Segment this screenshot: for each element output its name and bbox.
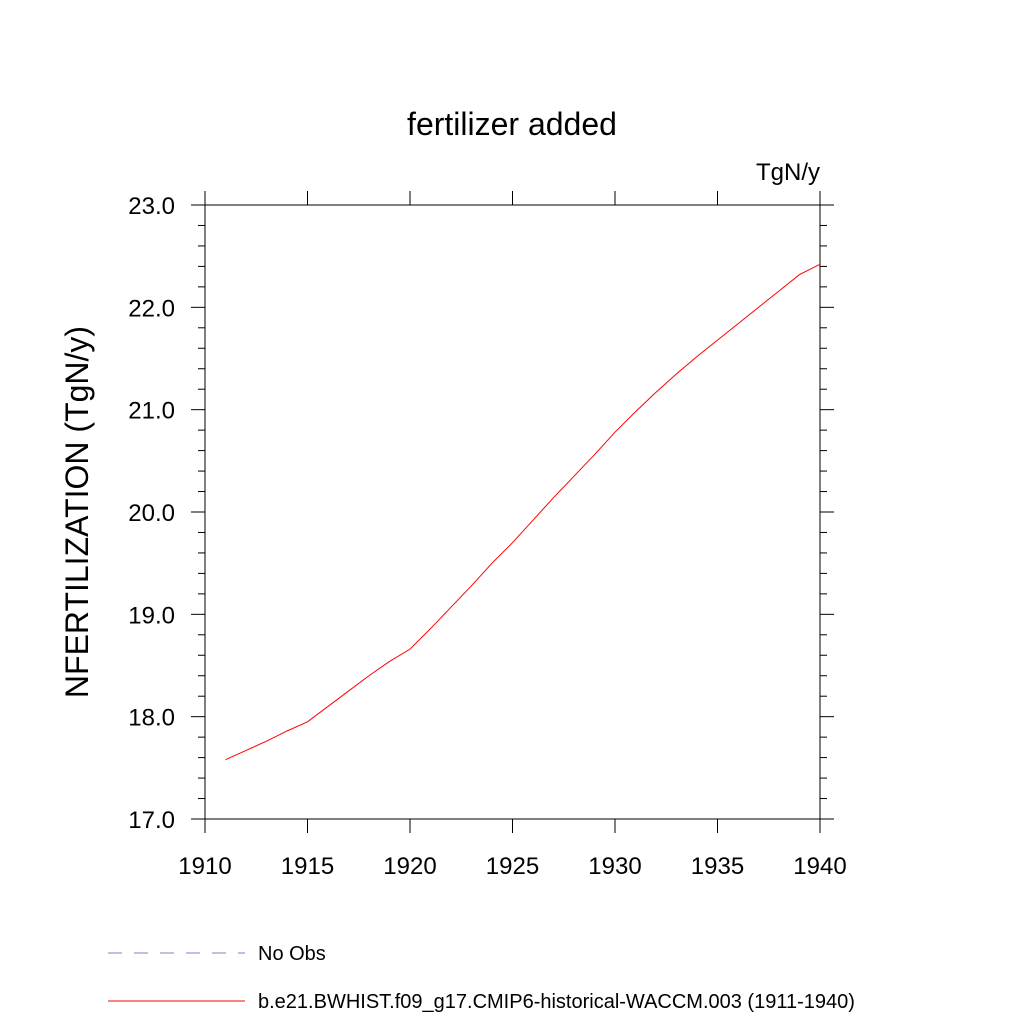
x-tick-labels: 1910 1915 1920 1925 1930 1935 1940	[178, 853, 846, 880]
legend-label-no-obs: No Obs	[258, 943, 326, 965]
x-tick-label: 1940	[793, 853, 846, 880]
y-tick-label: 23.0	[128, 193, 175, 220]
series-line	[225, 263, 821, 761]
y-tick-label: 17.0	[128, 807, 175, 834]
y-tick-labels: 17.0 18.0 19.0 20.0 21.0 22.0 23.0	[128, 193, 175, 834]
x-tick-label: 1910	[178, 853, 231, 880]
legend: No Obs b.e21.BWHIST.f09_g17.CMIP6-histor…	[108, 943, 855, 1013]
y-tick-label: 19.0	[128, 602, 175, 629]
y-tick-label: 22.0	[128, 295, 175, 322]
units-label: TgN/y	[756, 159, 820, 186]
y-tick-label: 20.0	[128, 500, 175, 527]
y-axis-label: NFERTILIZATION (TgN/y)	[59, 326, 95, 698]
chart-title: fertilizer added	[407, 106, 617, 142]
y-tick-label: 18.0	[128, 705, 175, 732]
y-tick-label: 21.0	[128, 398, 175, 425]
legend-label-series: b.e21.BWHIST.f09_g17.CMIP6-historical-WA…	[258, 991, 855, 1013]
x-tick-label: 1930	[588, 853, 641, 880]
x-tick-label: 1915	[281, 853, 334, 880]
series-group	[225, 263, 821, 761]
x-tick-label: 1935	[691, 853, 744, 880]
axis-ticks	[191, 191, 834, 833]
x-tick-label: 1920	[383, 853, 436, 880]
x-tick-label: 1925	[486, 853, 539, 880]
